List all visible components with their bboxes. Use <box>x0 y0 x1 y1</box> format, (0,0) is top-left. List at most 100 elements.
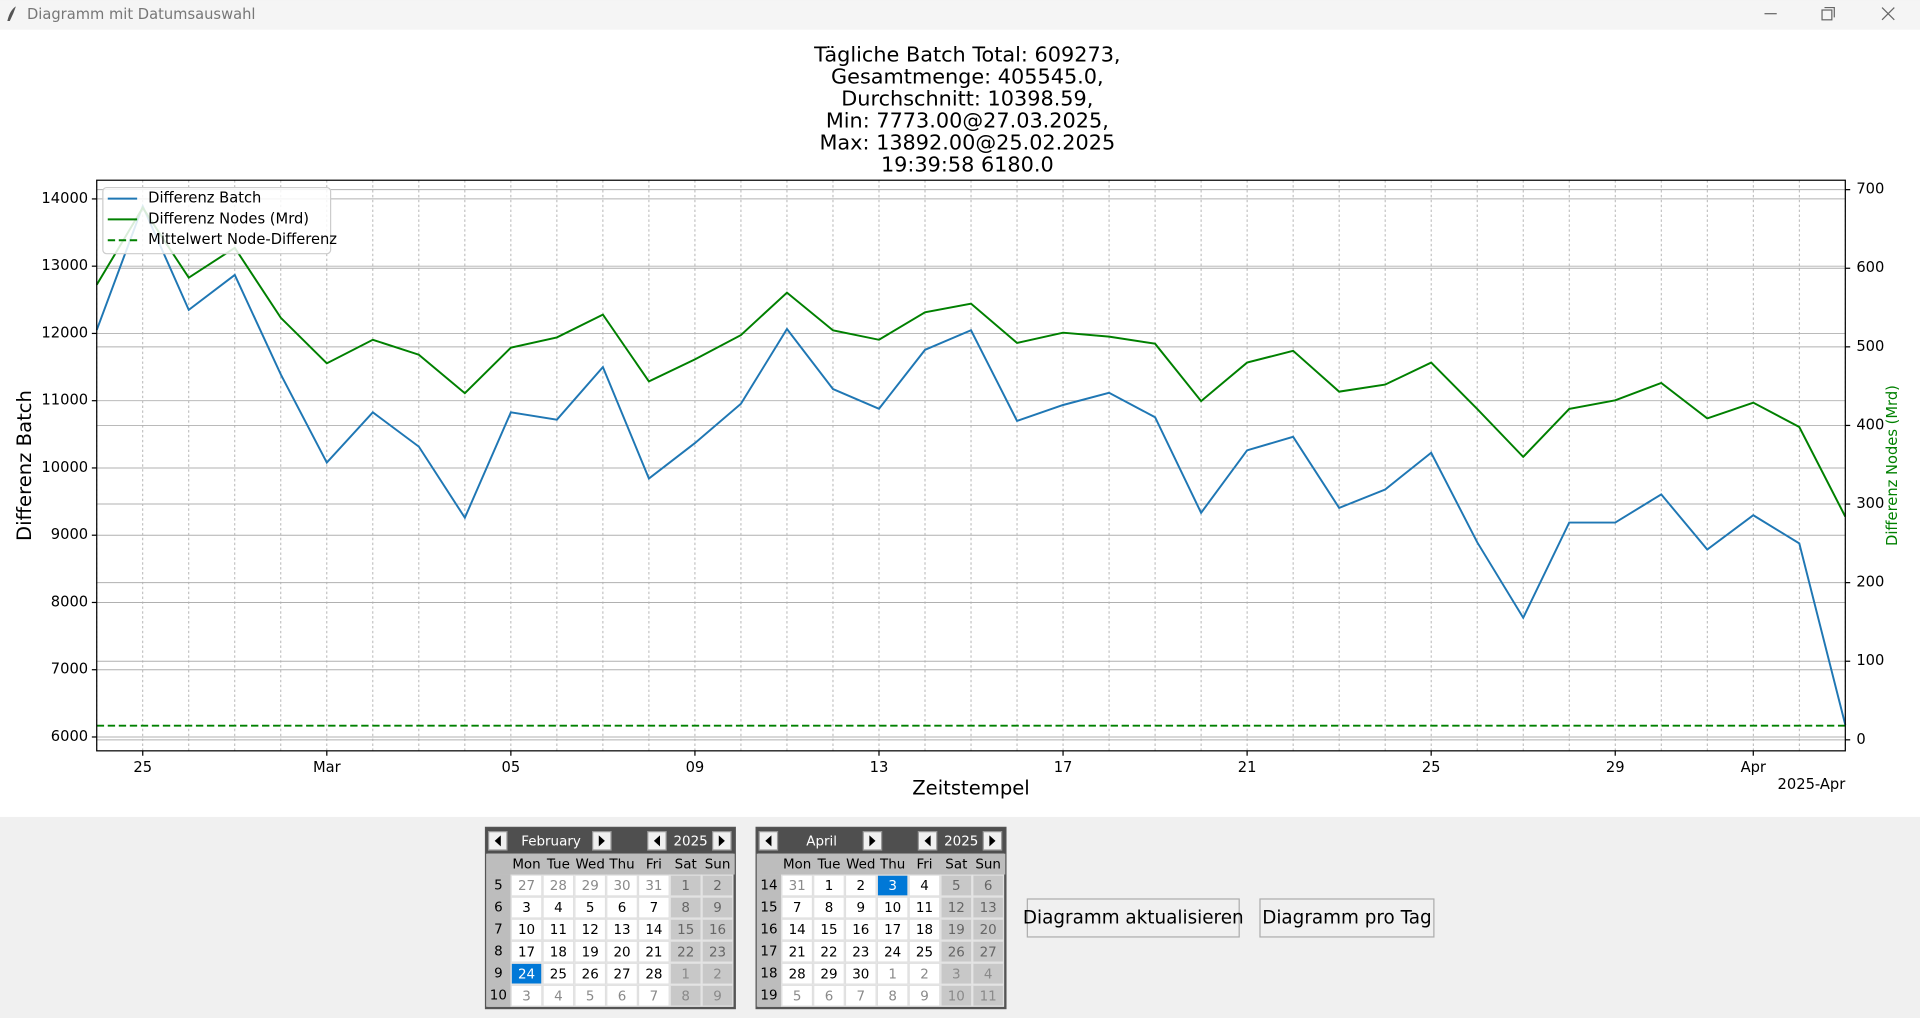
day-cell[interactable] <box>510 896 543 919</box>
window-title: Diagramm mit Datumsauswahl <box>27 6 256 23</box>
day-cell[interactable] <box>940 984 973 1007</box>
day-cell[interactable] <box>844 962 877 985</box>
day-cell[interactable] <box>908 896 941 919</box>
day-cell[interactable] <box>940 940 973 963</box>
close-button[interactable] <box>1881 7 1895 21</box>
day-cell[interactable] <box>701 962 734 985</box>
prev-year-button-icon <box>924 835 931 847</box>
button[interactable] <box>1259 898 1435 938</box>
day-cell[interactable] <box>669 874 702 897</box>
day-label: 9 <box>920 989 929 1004</box>
day-cell[interactable] <box>637 962 670 985</box>
day-cell[interactable] <box>510 984 543 1007</box>
day-cell[interactable] <box>813 918 845 941</box>
day-cell[interactable] <box>972 874 1005 897</box>
day-cell[interactable] <box>574 918 607 941</box>
day-cell[interactable] <box>574 962 607 985</box>
day-cell[interactable] <box>844 918 877 941</box>
day-cell[interactable] <box>669 984 702 1007</box>
day-cell[interactable] <box>574 940 607 963</box>
day-cell[interactable] <box>510 918 543 941</box>
day-cell[interactable] <box>637 984 670 1007</box>
day-cell[interactable] <box>781 940 814 963</box>
day-cell[interactable] <box>701 940 734 963</box>
day-cell[interactable] <box>542 918 575 941</box>
day-cell[interactable] <box>813 874 845 897</box>
day-cell[interactable] <box>701 874 734 897</box>
day-cell[interactable] <box>542 940 575 963</box>
day-cell[interactable] <box>972 984 1005 1007</box>
day-cell[interactable] <box>669 896 702 919</box>
day-cell[interactable] <box>940 918 973 941</box>
day-cell[interactable] <box>606 984 638 1007</box>
x-tick-label: Mar <box>313 759 342 776</box>
day-cell[interactable] <box>972 940 1005 963</box>
day-cell[interactable] <box>701 918 734 941</box>
day-cell[interactable] <box>510 874 543 897</box>
day-cell[interactable] <box>908 984 941 1007</box>
maximize-button[interactable] <box>1821 6 1835 21</box>
day-cell[interactable] <box>908 874 941 897</box>
day-cell[interactable] <box>781 984 814 1007</box>
day-cell[interactable] <box>813 962 845 985</box>
day-cell[interactable] <box>606 874 638 897</box>
day-cell[interactable] <box>876 918 909 941</box>
day-label: 9 <box>713 901 722 916</box>
button-label: Diagramm aktualisieren <box>1023 908 1244 929</box>
day-cell[interactable] <box>606 962 638 985</box>
day-cell[interactable] <box>876 962 909 985</box>
day-cell[interactable] <box>701 896 734 919</box>
day-cell[interactable] <box>637 918 670 941</box>
day-cell[interactable] <box>701 984 734 1007</box>
day-cell[interactable] <box>781 918 814 941</box>
button[interactable] <box>1026 898 1240 938</box>
day-cell[interactable] <box>669 962 702 985</box>
day-cell[interactable] <box>876 874 909 897</box>
day-cell[interactable] <box>542 962 575 985</box>
day-cell[interactable] <box>844 984 877 1007</box>
day-cell[interactable] <box>669 918 702 941</box>
day-cell[interactable] <box>637 874 670 897</box>
day-cell[interactable] <box>972 918 1005 941</box>
day-cell[interactable] <box>972 896 1005 919</box>
day-cell[interactable] <box>844 874 877 897</box>
day-cell[interactable] <box>908 940 941 963</box>
day-cell[interactable] <box>637 896 670 919</box>
day-cell[interactable] <box>876 896 909 919</box>
day-cell[interactable] <box>876 984 909 1007</box>
day-cell[interactable] <box>510 962 543 985</box>
day-cell[interactable] <box>908 918 941 941</box>
day-cell[interactable] <box>813 896 845 919</box>
day-cell[interactable] <box>908 962 941 985</box>
day-cell[interactable] <box>606 940 638 963</box>
day-cell[interactable] <box>637 940 670 963</box>
day-cell[interactable] <box>813 984 845 1007</box>
y-tick-label: 6000 <box>51 728 88 745</box>
day-cell[interactable] <box>510 940 543 963</box>
day-label: 2 <box>920 967 929 982</box>
day-cell[interactable] <box>669 940 702 963</box>
day-cell[interactable] <box>844 940 877 963</box>
day-cell[interactable] <box>781 896 814 919</box>
day-cell[interactable] <box>972 962 1005 985</box>
weekday-label: Wed <box>846 858 875 873</box>
day-cell[interactable] <box>574 874 607 897</box>
day-cell[interactable] <box>781 962 814 985</box>
day-cell[interactable] <box>781 874 814 897</box>
x-tick-label: 17 <box>1054 759 1073 776</box>
day-cell[interactable] <box>844 896 877 919</box>
day-cell[interactable] <box>606 918 638 941</box>
day-label: 8 <box>681 989 690 1004</box>
day-cell[interactable] <box>940 874 973 897</box>
day-cell[interactable] <box>574 896 607 919</box>
day-cell[interactable] <box>876 940 909 963</box>
day-cell[interactable] <box>813 940 845 963</box>
y-tick-label: 14000 <box>41 190 88 207</box>
day-cell[interactable] <box>574 984 607 1007</box>
day-cell[interactable] <box>606 896 638 919</box>
day-cell[interactable] <box>940 962 973 985</box>
day-cell[interactable] <box>542 874 575 897</box>
day-cell[interactable] <box>542 896 575 919</box>
day-cell[interactable] <box>940 896 973 919</box>
day-cell[interactable] <box>542 984 575 1007</box>
